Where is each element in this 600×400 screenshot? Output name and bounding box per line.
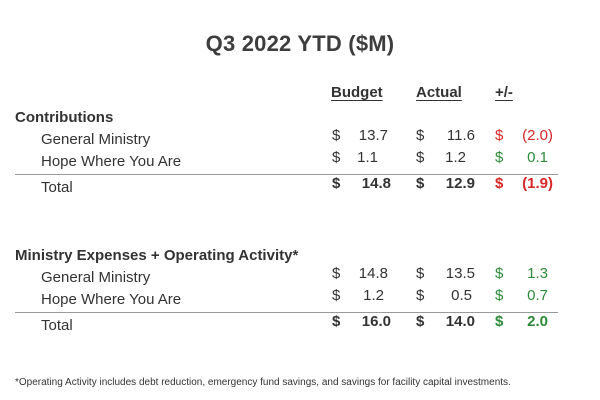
variance-total-value: 2.0 bbox=[527, 313, 548, 330]
actual-total-cell: $ 12.9 bbox=[416, 175, 475, 195]
total-label: Total bbox=[41, 317, 73, 334]
variance-cell: $ 0.1 bbox=[495, 149, 548, 169]
row-label: Hope Where You Are bbox=[41, 291, 182, 308]
currency-symbol: $ bbox=[332, 127, 341, 144]
actual-header: Actual bbox=[416, 84, 462, 101]
variance-cell: $ 0.7 bbox=[495, 287, 548, 307]
variance-cell: $ 1.3 bbox=[495, 265, 548, 285]
currency-symbol: $ bbox=[332, 175, 341, 192]
budget-total-value: 16.0 bbox=[361, 313, 391, 330]
budget-value: 1.1 bbox=[357, 149, 378, 166]
currency-symbol: $ bbox=[332, 313, 341, 330]
currency-symbol: $ bbox=[332, 287, 341, 304]
currency-symbol: $ bbox=[416, 149, 425, 166]
budget-value: 13.7 bbox=[358, 127, 388, 144]
budget-cell: $ 1.2 bbox=[332, 287, 384, 307]
variance-total-cell: $ 2.0 bbox=[495, 313, 548, 333]
budget-total-cell: $ 14.8 bbox=[332, 175, 391, 195]
budget-cell: $ 13.7 bbox=[332, 127, 388, 147]
variance-total-cell: $ (1.9) bbox=[495, 175, 553, 195]
section-divider bbox=[15, 174, 558, 175]
section-title-contributions: Contributions bbox=[15, 109, 114, 126]
currency-symbol: $ bbox=[416, 287, 425, 304]
budget-total-value: 14.8 bbox=[361, 175, 391, 192]
row-label: Hope Where You Are bbox=[41, 153, 182, 170]
actual-total-value: 12.9 bbox=[445, 175, 475, 192]
actual-total-value: 14.0 bbox=[445, 313, 475, 330]
variance-value: 1.3 bbox=[527, 265, 548, 282]
budget-cell: $ 1.1 bbox=[332, 149, 378, 169]
budget-cell: $ 14.8 bbox=[332, 265, 388, 285]
budget-value: 14.8 bbox=[358, 265, 388, 282]
total-label: Total bbox=[41, 179, 73, 196]
actual-total-cell: $ 14.0 bbox=[416, 313, 475, 333]
actual-value: 0.5 bbox=[451, 287, 472, 304]
actual-cell: $ 13.5 bbox=[416, 265, 475, 285]
actual-value: 11.6 bbox=[446, 127, 475, 144]
currency-symbol: $ bbox=[416, 175, 425, 192]
budget-value: 1.2 bbox=[363, 287, 384, 304]
actual-cell: $ 0.5 bbox=[416, 287, 472, 307]
currency-symbol: $ bbox=[332, 149, 341, 166]
budget-total-cell: $ 16.0 bbox=[332, 313, 391, 333]
currency-symbol: $ bbox=[495, 127, 504, 144]
row-label: General Ministry bbox=[41, 131, 151, 148]
variance-value: 0.7 bbox=[527, 287, 548, 304]
variance-value: (2.0) bbox=[522, 127, 553, 144]
variance-value: 0.1 bbox=[527, 149, 548, 166]
actual-cell: $ 1.2 bbox=[416, 149, 466, 169]
variance-header: +/- bbox=[495, 84, 513, 101]
currency-symbol: $ bbox=[416, 313, 425, 330]
currency-symbol: $ bbox=[495, 149, 504, 166]
actual-cell: $ 11.6 bbox=[416, 127, 475, 147]
actual-value: 1.2 bbox=[445, 149, 466, 166]
currency-symbol: $ bbox=[416, 127, 425, 144]
page-title: Q3 2022 YTD ($M) bbox=[205, 31, 395, 56]
variance-cell: $ (2.0) bbox=[495, 127, 553, 147]
section-title-expenses: Ministry Expenses + Operating Activity* bbox=[15, 247, 299, 264]
currency-symbol: $ bbox=[332, 265, 341, 282]
variance-total-value: (1.9) bbox=[522, 175, 553, 192]
currency-symbol: $ bbox=[416, 265, 425, 282]
currency-symbol: $ bbox=[495, 175, 504, 192]
section-divider bbox=[15, 312, 558, 313]
budget-header: Budget bbox=[331, 84, 383, 101]
footnote: *Operating Activity includes debt reduct… bbox=[15, 377, 511, 388]
currency-symbol: $ bbox=[495, 265, 504, 282]
currency-symbol: $ bbox=[495, 287, 504, 304]
actual-value: 13.5 bbox=[445, 265, 475, 282]
row-label: General Ministry bbox=[41, 269, 151, 286]
currency-symbol: $ bbox=[495, 313, 504, 330]
